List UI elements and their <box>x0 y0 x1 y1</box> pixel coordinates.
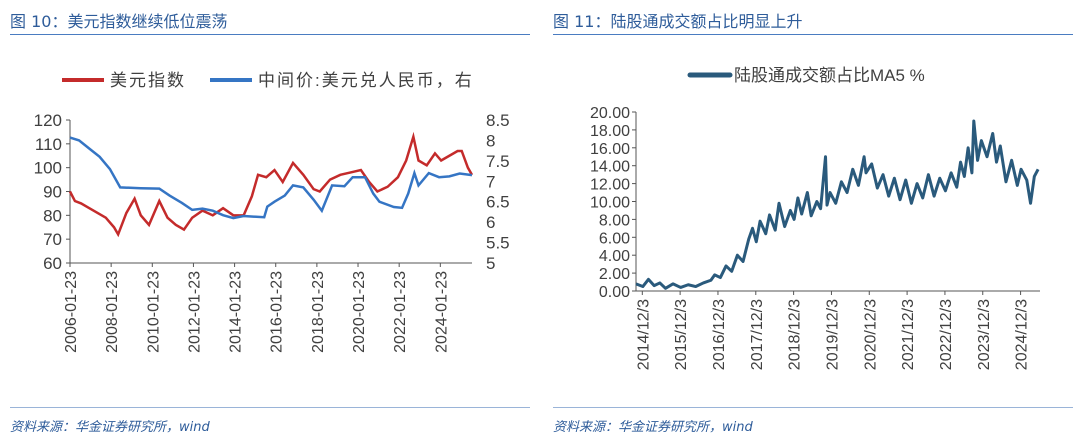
left-x-tick-label: 2022-01-23 <box>392 271 409 353</box>
right-title-rule <box>553 34 1073 35</box>
series-line-dxy <box>68 131 474 238</box>
left-x-tick-label: 2006-01-23 <box>63 271 80 353</box>
right-y-tick-label: 8.00 <box>599 212 630 229</box>
legend-label: 陆股通成交额占比MA5 % <box>734 66 925 85</box>
right-x-tick-label: 2023/12/3 <box>976 299 993 370</box>
left-y-tick-label: 60 <box>43 254 62 273</box>
left-chart-title: 图 10：美元指数继续低位震荡 <box>10 12 228 31</box>
series-line-cny <box>69 136 473 220</box>
left-y-tick-label: 120 <box>34 111 62 130</box>
legend-label: 中间价:美元兑人民币，右 <box>258 71 474 90</box>
right-y-tick-label: 14.00 <box>590 159 630 176</box>
right-y-tick-label: 16.00 <box>590 141 630 158</box>
left-title-rule <box>10 34 530 35</box>
left-x-tick-label: 2012-01-23 <box>186 271 203 353</box>
right-y-tick-label: 2.00 <box>599 266 630 283</box>
right-x-tick-label: 2022/12/3 <box>938 299 955 370</box>
left-x-tick-label: 2024-01-23 <box>433 271 450 353</box>
left-x-tick-label: 2010-01-23 <box>145 271 162 353</box>
right-source: 资料来源：华金证券研究所，wind <box>553 420 753 435</box>
left-y-tick-label: 90 <box>43 183 62 202</box>
left-x-tick-label: 2016-01-23 <box>269 271 286 353</box>
right-y-tick-label: 5 <box>486 254 495 273</box>
right-y-tick-label: 6.5 <box>486 193 510 212</box>
legend-label: 美元指数 <box>110 71 186 90</box>
right-y-tick-label: 10.00 <box>590 195 630 212</box>
right-y-tick-label: 5.5 <box>486 234 510 253</box>
left-x-tick-label: 2008-01-23 <box>104 271 121 353</box>
right-x-tick-label: 2015/12/3 <box>673 299 690 370</box>
right-y-tick-label: 0.00 <box>599 284 630 301</box>
right-x-tick-label: 2019/12/3 <box>824 299 841 370</box>
left-x-tick-label: 2014-01-23 <box>228 271 245 353</box>
right-chart-title: 图 11：陆股通成交额占比明显上升 <box>553 12 803 31</box>
right-x-tick-label: 2018/12/3 <box>787 299 804 370</box>
left-y-tick-label: 80 <box>43 206 62 225</box>
series-line-northbound <box>635 119 1040 290</box>
right-y-tick-label: 8.5 <box>486 111 510 130</box>
right-y-tick-label: 7.5 <box>486 152 510 171</box>
right-y-tick-label: 12.00 <box>590 177 630 194</box>
left-x-tick-label: 2018-01-23 <box>310 271 327 353</box>
left-bottom-rule <box>10 407 530 408</box>
right-y-tick-label: 18.00 <box>590 123 630 140</box>
right-x-tick-label: 2020/12/3 <box>862 299 879 370</box>
right-y-tick-label: 7 <box>486 172 495 191</box>
left-x-tick-label: 2020-01-23 <box>351 271 368 353</box>
right-y-tick-label: 6 <box>486 213 495 232</box>
left-y-tick-label: 110 <box>35 135 62 154</box>
right-x-tick-label: 2014/12/3 <box>635 299 652 370</box>
left-y-tick-label: 100 <box>34 159 62 178</box>
right-x-tick-label: 2017/12/3 <box>749 299 766 370</box>
right-y-tick-label: 8 <box>486 131 495 150</box>
right-x-tick-label: 2024/12/3 <box>1014 299 1031 370</box>
right-bottom-rule <box>553 407 1073 408</box>
left-y-tick-label: 70 <box>43 230 62 249</box>
right-y-tick-label: 4.00 <box>599 248 630 265</box>
right-x-tick-label: 2016/12/3 <box>711 299 728 370</box>
right-y-tick-label: 6.00 <box>599 230 630 247</box>
left-source: 资料来源：华金证券研究所，wind <box>10 420 210 435</box>
right-y-tick-label: 20.00 <box>590 105 630 122</box>
right-x-tick-label: 2021/12/3 <box>900 299 917 370</box>
